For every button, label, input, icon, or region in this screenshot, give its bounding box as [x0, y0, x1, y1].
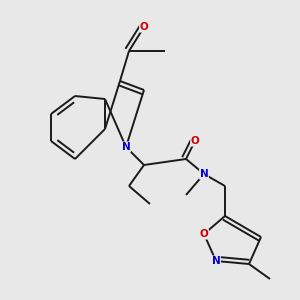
Text: N: N	[212, 256, 220, 266]
Text: N: N	[200, 169, 208, 179]
Text: N: N	[122, 142, 130, 152]
Text: O: O	[200, 229, 208, 239]
Text: O: O	[140, 22, 148, 32]
Text: O: O	[190, 136, 200, 146]
